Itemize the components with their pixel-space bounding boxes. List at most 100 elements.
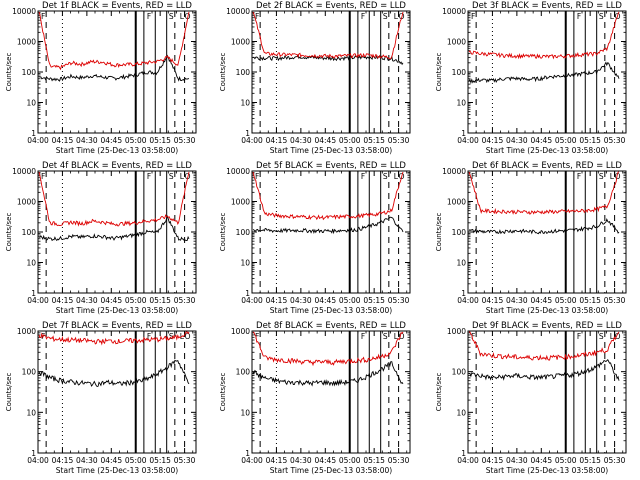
- y-tick-label: 1000: [231, 327, 250, 336]
- events-series-line: [38, 54, 190, 82]
- x-axis-label: Start Time (25-Dec-13 03:58:00): [486, 306, 608, 315]
- lld-series-line: [252, 171, 404, 221]
- chart-title: Det 5f BLACK = Events, RED = LLD: [256, 161, 406, 171]
- marker-flag: L: [180, 12, 185, 21]
- marker-flag: L: [180, 172, 185, 181]
- marker-flag: F: [577, 332, 581, 341]
- x-tick-label: 04:15: [52, 136, 74, 145]
- marker-flag: F: [471, 12, 475, 21]
- y-tick-label: 10: [26, 99, 36, 108]
- y-tick-label: 10: [240, 259, 250, 268]
- x-axis-label: Start Time (25-Dec-13 03:58:00): [486, 466, 608, 475]
- y-tick-label: 100: [22, 68, 37, 77]
- chart-title: Det 9f BLACK = Events, RED = LLD: [472, 321, 622, 331]
- x-tick-label: 04:00: [27, 136, 49, 145]
- x-axis-label: Start Time (25-Dec-13 03:58:00): [270, 146, 392, 155]
- y-tick-label: 100: [452, 228, 467, 237]
- x-tick-label: 04:15: [266, 136, 288, 145]
- chart-title: Det 3f BLACK = Events, RED = LLD: [472, 1, 622, 11]
- marker-flag: S: [599, 332, 604, 341]
- x-tick-label: 05:15: [363, 296, 385, 305]
- x-tick-label: 04:45: [314, 456, 336, 465]
- x-tick-label: 05:15: [149, 296, 171, 305]
- plot-frame: [37, 170, 197, 294]
- x-tick-label: 04:15: [52, 296, 74, 305]
- x-tick-label: 05:00: [125, 136, 147, 145]
- x-tick-label: 04:30: [290, 296, 312, 305]
- y-tick-label: 10: [456, 259, 466, 268]
- chart-title: Det 4f BLACK = Events, RED = LLD: [42, 161, 192, 171]
- x-tick-label: 05:00: [555, 456, 577, 465]
- marker-flag: S: [169, 332, 174, 341]
- lld-series-line: [38, 331, 190, 346]
- events-series-line: [468, 218, 620, 235]
- y-tick-label: 1: [461, 289, 466, 298]
- y-tick-label: 100: [236, 228, 251, 237]
- y-tick-label: 10: [456, 408, 466, 417]
- y-tick-label: 1: [245, 129, 250, 138]
- plot-frame: [467, 170, 627, 294]
- chart-title: Det 1f BLACK = Events, RED = LLD: [42, 1, 192, 11]
- plot-frame: [251, 330, 411, 454]
- marker-flag: F: [147, 332, 151, 341]
- y-axis-label: Counts/sec: [435, 373, 443, 412]
- lld-series-line: [252, 11, 404, 60]
- x-axis-label: Start Time (25-Dec-13 03:58:00): [270, 306, 392, 315]
- x-tick-label: 04:15: [482, 136, 504, 145]
- x-tick-label: 04:45: [530, 456, 552, 465]
- y-tick-label: 1000: [447, 327, 466, 336]
- y-tick-label: 10000: [442, 167, 466, 176]
- y-tick-label: 10: [26, 259, 36, 268]
- x-axis-label: Start Time (25-Dec-13 03:58:00): [486, 146, 608, 155]
- x-axis-label: Start Time (25-Dec-13 03:58:00): [56, 466, 178, 475]
- lld-series-line: [468, 171, 620, 215]
- marker-flag: L: [610, 12, 615, 21]
- x-tick-label: 04:45: [530, 296, 552, 305]
- x-tick-label: 04:30: [76, 456, 98, 465]
- marker-flag: S: [599, 172, 604, 181]
- x-tick-label: 05:15: [579, 456, 601, 465]
- y-tick-label: 10: [26, 408, 36, 417]
- x-tick-label: 04:15: [482, 296, 504, 305]
- plot-frame: [467, 330, 627, 454]
- marker-flag: F: [361, 172, 365, 181]
- x-tick-label: 04:45: [100, 296, 122, 305]
- y-tick-label: 1000: [447, 38, 466, 47]
- x-tick-label: 05:30: [174, 296, 196, 305]
- x-tick-label: 05:00: [125, 296, 147, 305]
- x-tick-label: 05:00: [339, 136, 361, 145]
- x-tick-label: 05:00: [555, 296, 577, 305]
- x-tick-label: 04:45: [314, 296, 336, 305]
- y-tick-label: 1: [31, 289, 36, 298]
- y-tick-label: 100: [452, 68, 467, 77]
- marker-flag: F: [255, 332, 259, 341]
- x-tick-label: 05:00: [125, 456, 147, 465]
- chart-title: Det 7f BLACK = Events, RED = LLD: [42, 321, 192, 331]
- marker-flag: L: [394, 12, 399, 21]
- chart-title: Det 6f BLACK = Events, RED = LLD: [472, 161, 622, 171]
- y-tick-label: 1: [31, 449, 36, 458]
- x-tick-label: 04:00: [457, 456, 479, 465]
- y-axis-label: Counts/sec: [435, 213, 443, 252]
- x-tick-label: 04:15: [266, 296, 288, 305]
- chart-panel: Det 2f BLACK = Events, RED = LLD Counts/s…: [219, 1, 411, 155]
- y-tick-label: 100: [22, 368, 37, 377]
- y-tick-label: 1: [461, 449, 466, 458]
- y-tick-label: 100: [22, 228, 37, 237]
- chart-panel: Det 3f BLACK = Events, RED = LLD Counts/s…: [435, 1, 627, 155]
- y-axis-label: Counts/sec: [219, 213, 227, 252]
- x-tick-label: 04:30: [76, 136, 98, 145]
- y-tick-label: 100: [452, 368, 467, 377]
- x-tick-label: 04:30: [290, 456, 312, 465]
- y-tick-label: 1000: [231, 198, 250, 207]
- marker-flag: S: [383, 12, 388, 21]
- y-axis-label: Counts/sec: [219, 53, 227, 92]
- marker-flag: S: [383, 332, 388, 341]
- x-tick-label: 05:30: [388, 456, 410, 465]
- y-tick-label: 10000: [226, 7, 250, 16]
- x-tick-label: 04:00: [27, 296, 49, 305]
- x-tick-label: 04:30: [506, 456, 528, 465]
- x-tick-label: 04:45: [530, 136, 552, 145]
- x-tick-label: 05:00: [339, 456, 361, 465]
- events-series-line: [252, 361, 404, 387]
